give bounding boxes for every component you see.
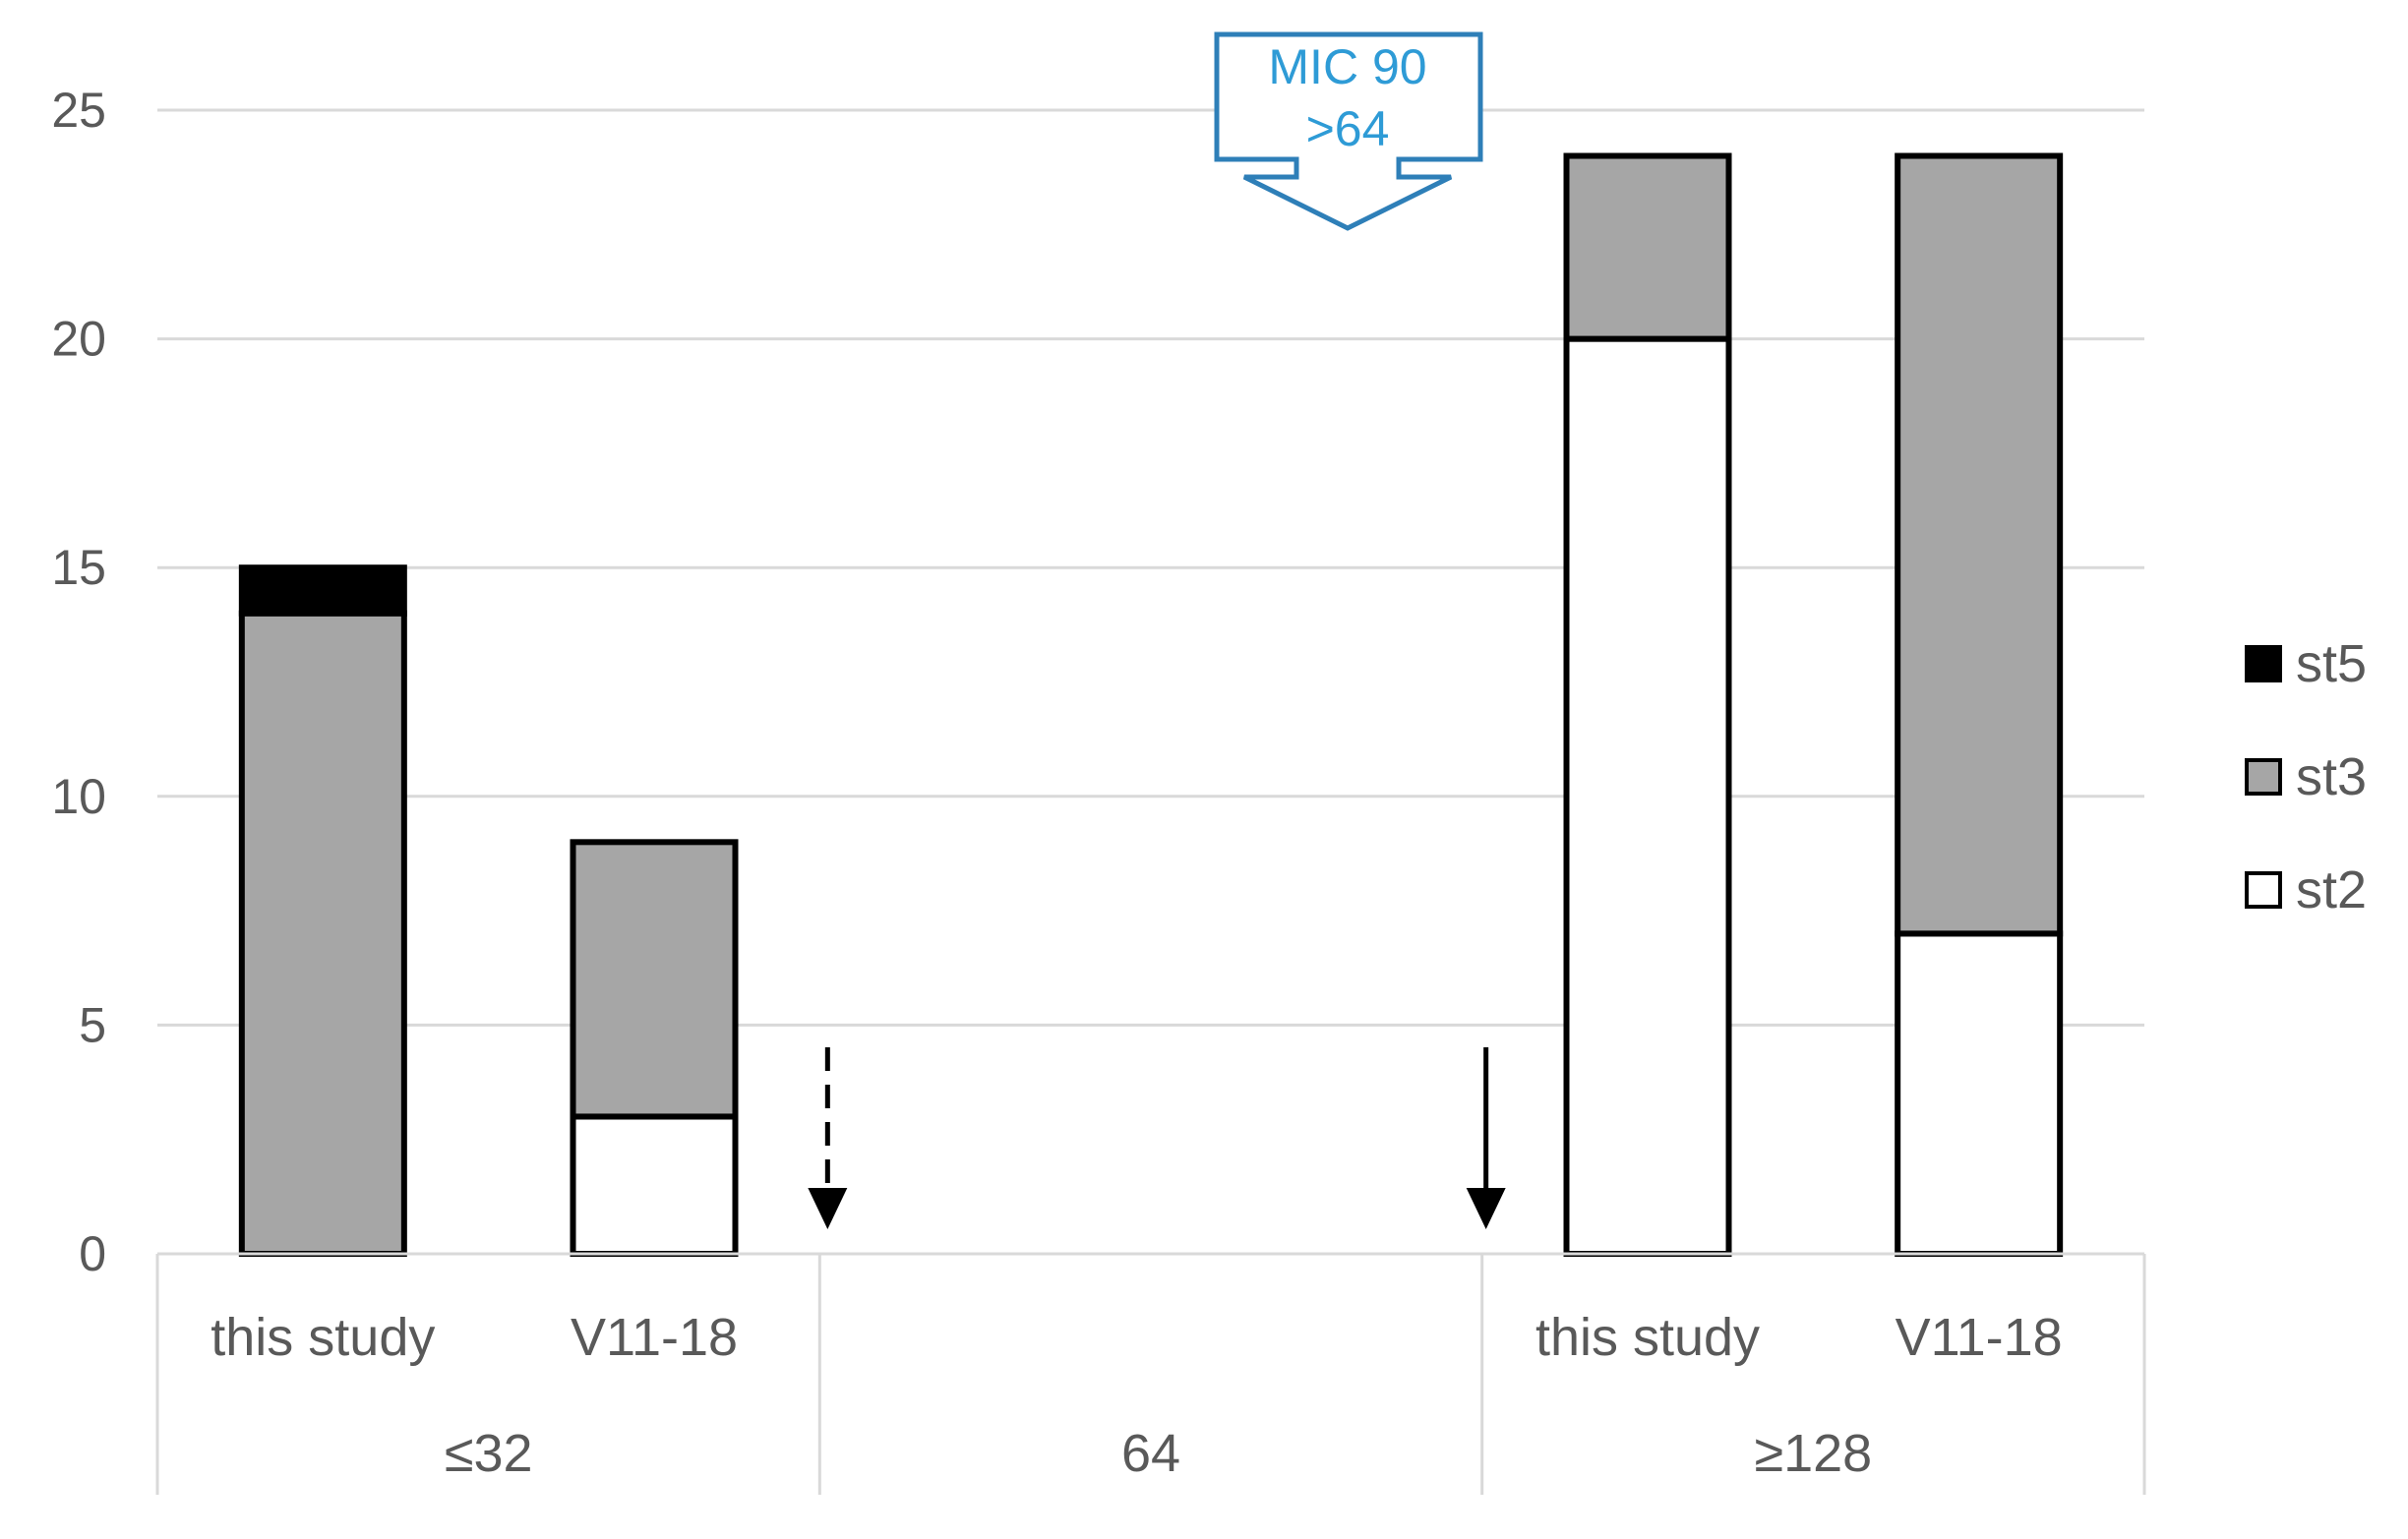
callout-line-1: MIC 90 (1268, 39, 1426, 94)
mic90-callout: MIC 90 >64 (1214, 31, 1483, 231)
legend-swatch-st2 (2245, 871, 2282, 909)
bar-segment-st2 (1563, 335, 1732, 1258)
dashed-arrow-head (808, 1188, 848, 1229)
callout-arrow-shape (1214, 31, 1483, 231)
legend-swatch-st3 (2245, 758, 2282, 796)
y-tick-label: 15 (51, 540, 106, 595)
bar-segment-st2 (570, 1113, 739, 1257)
y-tick-label: 5 (79, 997, 106, 1052)
group-label: ≥128 (1754, 1424, 1872, 1483)
bar-segment-st3 (238, 610, 407, 1257)
y-axis-tick-labels: 0 5 10 15 20 25 (51, 83, 106, 1281)
y-tick-label: 0 (79, 1226, 106, 1281)
category-label: this study (211, 1308, 435, 1367)
solid-arrow-head (1466, 1188, 1506, 1229)
legend: st5 st3 st2 (2245, 634, 2367, 919)
legend-label: st2 (2296, 860, 2367, 919)
category-axis: this study V11-18 this study V11-18 ≤32 64 ≥12… (155, 1252, 2146, 1495)
bar-segment-st2 (1895, 930, 2064, 1257)
bar-segment-st3 (1895, 152, 2064, 937)
gridlines (157, 108, 2144, 1256)
legend-label: st5 (2296, 634, 2367, 693)
y-tick-label: 25 (51, 83, 106, 138)
bar-segment-st3 (1563, 152, 1732, 342)
callout-line-2: >64 (1306, 101, 1390, 156)
group-label: 64 (1121, 1424, 1180, 1483)
y-tick-label: 10 (51, 769, 106, 824)
y-tick-label: 20 (51, 312, 106, 367)
group-label: ≤32 (445, 1424, 533, 1483)
category-label: this study (1535, 1308, 1760, 1367)
category-label: V11-18 (571, 1308, 738, 1367)
bar-segment-st5 (238, 564, 407, 617)
legend-swatch-st5 (2245, 645, 2282, 682)
category-label: V11-18 (1896, 1308, 2063, 1367)
bars (238, 152, 2064, 1258)
legend-label: st3 (2296, 747, 2367, 806)
arrows (808, 1047, 1506, 1229)
bar-segment-st3 (570, 839, 739, 1120)
